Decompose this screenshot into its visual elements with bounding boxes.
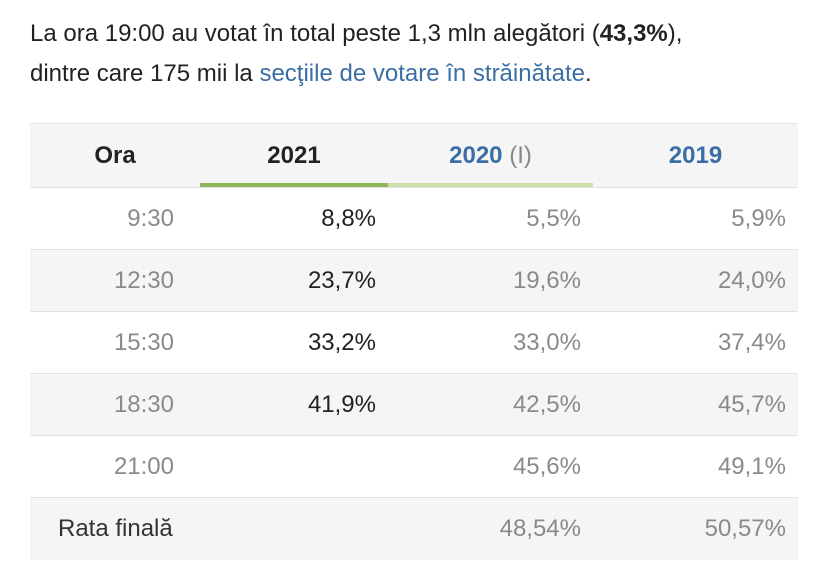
- cell-2021: 8,8%: [200, 187, 388, 250]
- turnout-table: Ora 2021 2020 (I) 2019 9:30 8,8% 5,5% 5,…: [30, 123, 798, 560]
- cell-2019: 49,1%: [593, 435, 798, 498]
- cell-time: 15:30: [30, 311, 200, 374]
- intro-text: La ora 19:00 au votat în total peste 1,3…: [30, 14, 820, 94]
- table-row: 15:30 33,2% 33,0% 37,4%: [30, 311, 798, 374]
- header-2019[interactable]: 2019: [593, 123, 798, 188]
- header-2021: 2021: [200, 123, 388, 188]
- table-body: 9:30 8,8% 5,5% 5,9% 12:30 23,7% 19,6% 24…: [30, 187, 798, 560]
- cell-2019: 37,4%: [593, 311, 798, 374]
- cell-2021: [200, 497, 388, 560]
- header-2019-label[interactable]: 2019: [668, 141, 723, 169]
- cell-time: 21:00: [30, 435, 200, 498]
- intro-part2: ),: [667, 20, 683, 47]
- cell-2021: [200, 435, 388, 498]
- cell-2021: 33,2%: [200, 311, 388, 374]
- cell-2020: 19,6%: [388, 249, 593, 312]
- cell-2019: 45,7%: [593, 373, 798, 436]
- cell-final-label: Rata finală: [30, 497, 200, 560]
- header-2020[interactable]: 2020 (I): [388, 123, 593, 188]
- abroad-polling-stations-link[interactable]: secţiile de votare în străinătate: [259, 60, 585, 87]
- header-2020-underline: [388, 183, 593, 187]
- cell-2021: 41,9%: [200, 373, 388, 436]
- cell-2020: 45,6%: [388, 435, 593, 498]
- cell-2019: 50,57%: [593, 497, 798, 560]
- turnout-table-container: Ora 2021 2020 (I) 2019 9:30 8,8% 5,5% 5,…: [30, 123, 798, 560]
- cell-2021: 23,7%: [200, 249, 388, 312]
- header-2021-label: 2021: [267, 141, 321, 169]
- intro-total-percent: 43,3%: [599, 20, 668, 47]
- header-2021-underline: [200, 183, 388, 187]
- header-2020-label[interactable]: 2020: [449, 141, 503, 169]
- table-row: 12:30 23,7% 19,6% 24,0%: [30, 249, 798, 312]
- cell-time: 18:30: [30, 373, 200, 436]
- cell-2020: 42,5%: [388, 373, 593, 436]
- intro-part1: La ora 19:00 au votat în total peste 1,3…: [30, 20, 600, 47]
- cell-2019: 5,9%: [593, 187, 798, 250]
- header-row: Ora 2021 2020 (I) 2019: [30, 123, 798, 188]
- cell-2020: 48,54%: [388, 497, 593, 560]
- table-row: 21:00 45,6% 49,1%: [30, 435, 798, 498]
- cell-time: 9:30: [30, 187, 200, 250]
- cell-time: 12:30: [30, 249, 200, 312]
- table-row: 18:30 41,9% 42,5% 45,7%: [30, 373, 798, 436]
- table-row: 9:30 8,8% 5,5% 5,9%: [30, 187, 798, 250]
- cell-2020: 5,5%: [388, 187, 593, 250]
- header-ora: Ora: [30, 123, 200, 188]
- final-rate-row: Rata finală 48,54% 50,57%: [30, 497, 798, 560]
- table-header: Ora 2021 2020 (I) 2019: [30, 123, 798, 188]
- cell-2020: 33,0%: [388, 311, 593, 374]
- header-ora-label: Ora: [94, 141, 136, 169]
- cell-2019: 24,0%: [593, 249, 798, 312]
- intro-part4: .: [584, 60, 592, 87]
- header-2020-note: (I): [509, 141, 532, 169]
- intro-part3: dintre care 175 mii la: [30, 60, 260, 87]
